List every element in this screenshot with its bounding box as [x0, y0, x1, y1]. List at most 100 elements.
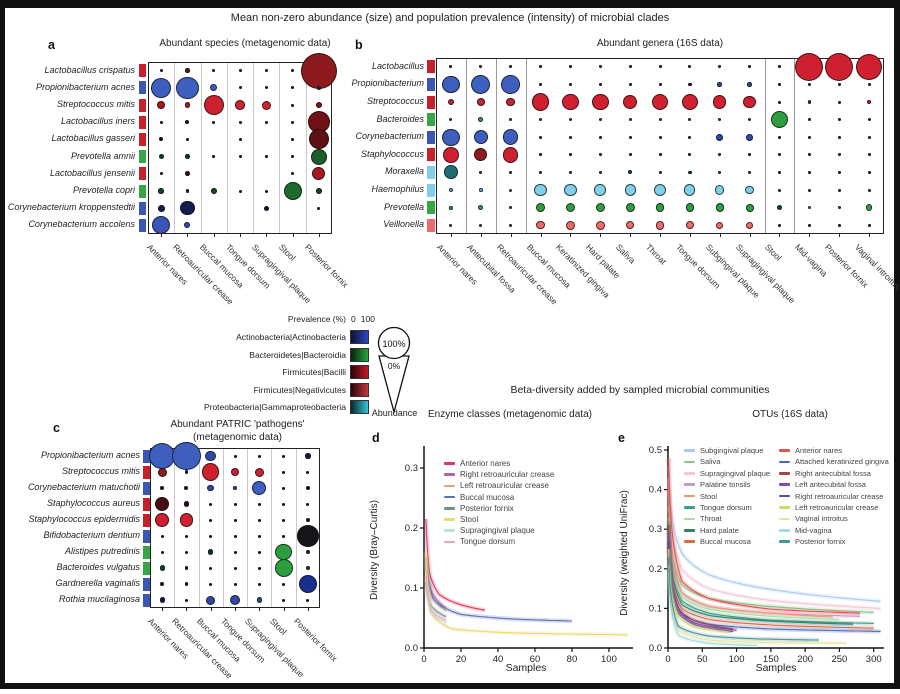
bubble — [658, 82, 662, 86]
axis-tick — [600, 234, 602, 237]
axis-tick — [450, 234, 452, 237]
bubble — [478, 188, 483, 192]
bubble — [291, 103, 295, 107]
series-line — [668, 556, 819, 641]
bubble — [172, 441, 201, 471]
prevalence-legend-label: Bacteroidetes|Bacteroidia — [249, 349, 346, 360]
bubble — [291, 86, 295, 90]
taxon-label: Propionibacterium — [351, 78, 424, 89]
column-separator — [253, 63, 255, 233]
y-tick-label: 0.2 — [405, 523, 418, 534]
taxon-phylum-tag — [139, 167, 146, 181]
bubble — [300, 52, 337, 89]
bubble — [867, 188, 871, 192]
bubble — [305, 550, 310, 554]
bubble — [160, 534, 164, 538]
panel-d-letter: d — [372, 431, 380, 445]
bubble — [658, 170, 662, 174]
y-tick-label: 0.4 — [649, 485, 662, 496]
abundance-low-label: 0% — [388, 361, 401, 371]
legend-entry-label: Right retroauricular crease — [795, 491, 884, 501]
legend-entry: Tongue dorsum — [444, 537, 515, 546]
prevalence-legend-label: Firmicutes|Negativicutes — [253, 384, 346, 395]
taxon-label: Corynebacterium kroppenstedtii — [7, 202, 135, 213]
legend-entry: Buccal mucosa — [444, 493, 514, 502]
legend-entry-label: Posterior fornix — [795, 537, 846, 547]
bubble — [210, 188, 217, 194]
bubble — [745, 185, 755, 195]
bubble — [305, 517, 311, 523]
bubble — [628, 135, 632, 139]
y-tick-label: 0.1 — [405, 583, 418, 594]
y-tick-label: 0.0 — [405, 643, 418, 654]
frame-right — [894, 0, 900, 689]
prevalence-legend-row: Firmicutes|Negativicutes — [150, 382, 369, 397]
panel-e-letter: e — [618, 431, 625, 445]
bubble — [233, 566, 237, 570]
bubble — [539, 82, 543, 86]
column-separator — [247, 449, 249, 607]
taxon-label: Streptococcus — [366, 96, 424, 106]
legend-entry: Posterior fornix — [779, 537, 845, 546]
panel-e-title: OTUs (16S data) — [752, 409, 828, 420]
bubble — [212, 155, 216, 159]
bubble — [298, 574, 318, 594]
bubble — [509, 188, 513, 192]
bubble — [628, 118, 632, 122]
legend-entry-label: Attached keratinized gingiva — [795, 457, 889, 467]
bubble — [185, 154, 190, 159]
axis-tick — [630, 234, 632, 237]
bubble — [568, 82, 572, 86]
bubble — [837, 100, 841, 104]
series-line — [668, 541, 734, 632]
panel-c-title: Abundant PATRIC 'pathogens' — [170, 419, 305, 430]
column-separator — [200, 63, 202, 233]
column-separator — [465, 59, 467, 233]
bubble — [658, 118, 662, 122]
legend-color-dash — [444, 518, 455, 521]
bubble — [264, 155, 268, 159]
bubble — [238, 69, 242, 73]
x-tick-label: 20 — [456, 654, 467, 665]
axis-tick — [213, 234, 215, 237]
column-separator — [525, 59, 527, 233]
legend-color-dash — [444, 507, 455, 510]
bubble — [257, 534, 261, 538]
axis-tick — [186, 608, 188, 611]
y-axis-title: Diversity (weighted UniFrac) — [619, 490, 630, 616]
bubble — [206, 595, 216, 605]
legend-entry: Supragingival plaque — [444, 526, 535, 535]
bubble — [160, 550, 164, 554]
axis-tick — [510, 234, 512, 237]
bubble — [563, 183, 577, 197]
panel-a-title: Abundant species (metagenomic data) — [159, 38, 331, 49]
bubble — [867, 100, 871, 104]
prevalence-label: Prevalence (%) — [287, 314, 346, 324]
bubble — [312, 167, 326, 181]
taxon-phylum-tag — [139, 64, 146, 78]
taxon-label: Prevotella copri — [72, 185, 135, 195]
bubble — [448, 205, 454, 210]
axis-tick — [318, 234, 320, 237]
legend-color-dash — [779, 460, 790, 464]
bubble — [688, 65, 692, 69]
legend-entry-label: Throat — [700, 514, 722, 524]
x-tick-label: 80 — [567, 654, 578, 665]
x-tick-label: 200 — [797, 654, 813, 665]
bubble — [449, 65, 453, 69]
bubble — [534, 183, 547, 197]
legend-color-dash — [444, 495, 455, 499]
axis-tick — [292, 234, 294, 237]
x-tick-label: 100 — [729, 654, 745, 665]
bubble — [714, 185, 725, 195]
taxon-label: Veillonella — [383, 219, 424, 230]
column-separator — [764, 59, 766, 233]
bubble — [628, 82, 632, 86]
bubble — [233, 534, 237, 538]
panel-b-letter: b — [355, 38, 363, 52]
bubble — [837, 82, 841, 86]
y-tick-label: 0.3 — [649, 524, 662, 535]
series-line — [425, 575, 447, 621]
prevalence-gradient-swatch — [350, 400, 369, 414]
